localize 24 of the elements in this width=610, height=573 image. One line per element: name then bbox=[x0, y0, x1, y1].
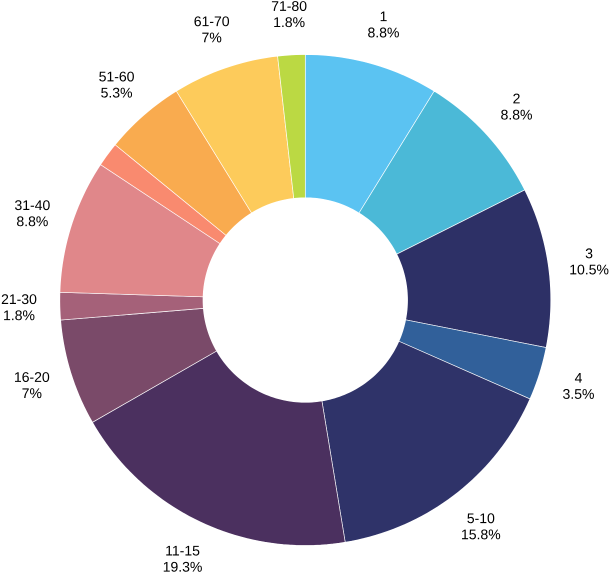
data-label: 8.8% bbox=[368, 28, 399, 38]
slice-label: 61-70 bbox=[194, 16, 230, 26]
data-label: 8.8% bbox=[501, 110, 532, 120]
slice-label: 1 bbox=[380, 12, 387, 22]
slice-label: 71-80 bbox=[272, 1, 306, 12]
slice-label: 5-10 bbox=[467, 513, 494, 524]
slice-label: 31-40 bbox=[15, 200, 50, 210]
slice-label: 16-20 bbox=[14, 372, 50, 382]
data-label: 10.5% bbox=[570, 264, 608, 275]
data-label: 7% bbox=[22, 388, 42, 398]
data-label: 8.8% bbox=[17, 216, 48, 226]
slice-label: 21-30 bbox=[2, 294, 36, 304]
data-label: 5.3% bbox=[101, 88, 132, 98]
data-label: 19.3% bbox=[164, 562, 202, 572]
data-label: 1.8% bbox=[274, 17, 305, 28]
slice-label: 3 bbox=[586, 248, 592, 258]
slice-label: 4 bbox=[574, 373, 582, 383]
slice-label: 2 bbox=[513, 94, 520, 104]
data-label: 1.8% bbox=[4, 310, 34, 320]
data-label: 7% bbox=[202, 32, 222, 42]
data-label: 3.5% bbox=[563, 389, 594, 399]
data-label: 15.8% bbox=[462, 530, 500, 540]
slice-label: 51-60 bbox=[99, 72, 134, 82]
slice-label: 11-15 bbox=[166, 546, 200, 556]
